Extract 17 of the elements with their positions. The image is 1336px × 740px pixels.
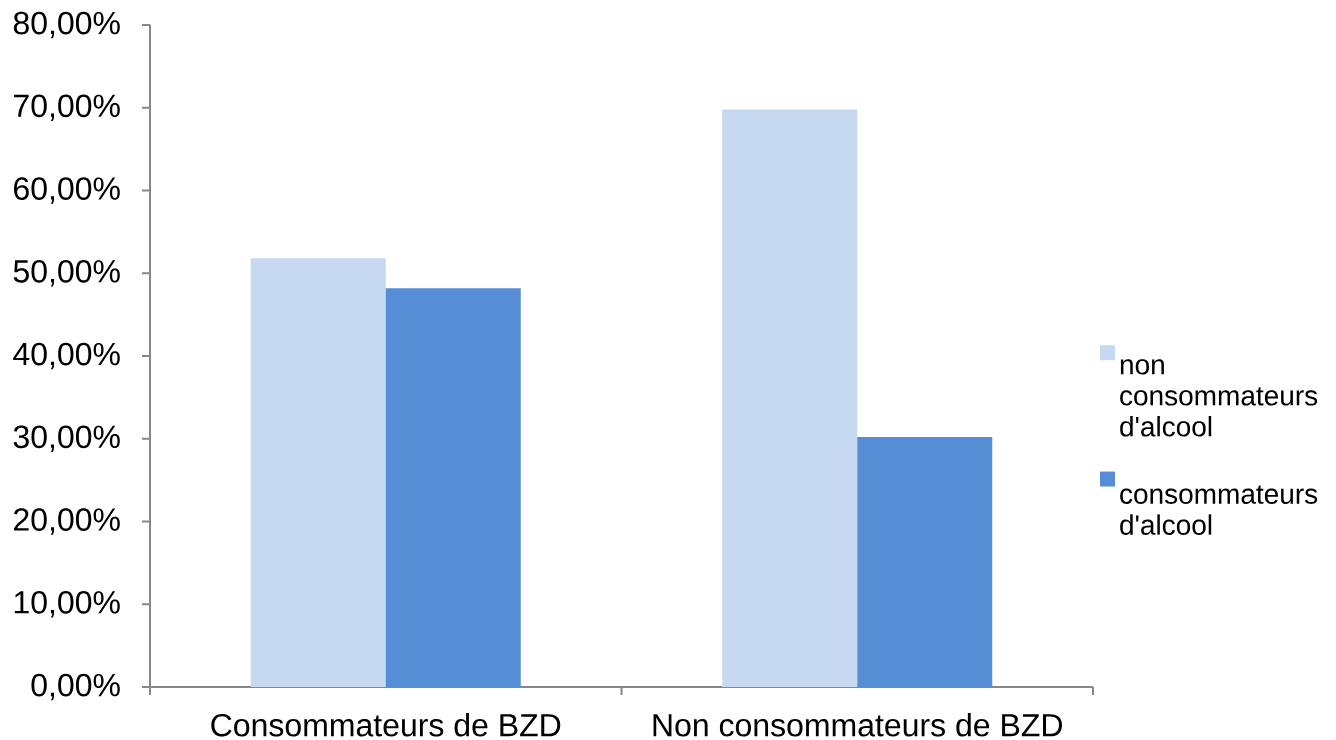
legend-label: consommateurs d'alcool [1120, 485, 1318, 535]
bar [250, 258, 386, 687]
y-tick-label: 30,00% [13, 425, 120, 452]
y-tick-label: 0,00% [31, 673, 120, 701]
y-tick-label: 20,00% [14, 508, 120, 535]
x-tick-label: Consommateurs de BZD [211, 713, 561, 737]
y-tick-label: 60,00% [14, 177, 120, 204]
x-tick-label: Non consommateurs de BZD [653, 713, 1062, 737]
y-tick-label: 80,00% [13, 11, 120, 39]
bar [857, 437, 993, 687]
y-tick-label: 50,00% [13, 260, 120, 287]
bar [385, 288, 521, 687]
legend-label: non consommateurs d'alcool [1120, 359, 1318, 437]
bar [722, 109, 858, 687]
y-tick-label: 10,00% [14, 591, 120, 618]
y-tick-label: 40,00% [13, 342, 120, 370]
y-tick-label: 70,00% [14, 94, 120, 121]
